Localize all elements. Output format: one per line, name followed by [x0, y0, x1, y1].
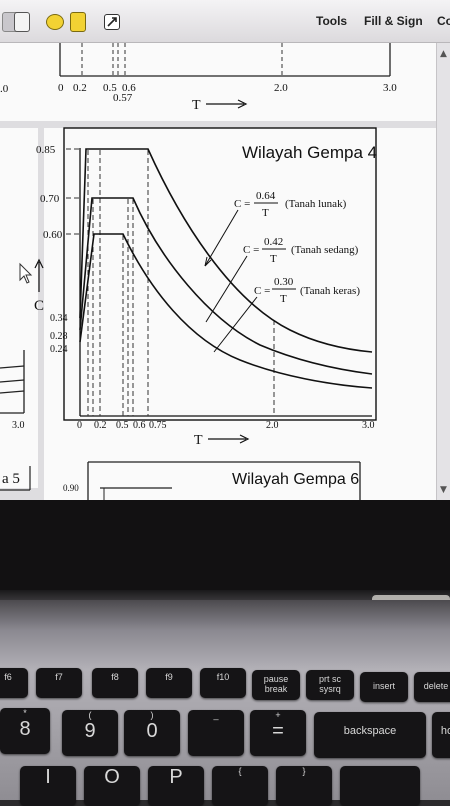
document-figures: .0 0 0.2 0.5 0.6 0.57 2.0 3.0 T 3.0 a 5	[0, 43, 397, 500]
key-backspace[interactable]: backspace	[314, 712, 426, 758]
left-partial-chart: 3.0 a 5	[0, 350, 31, 491]
svg-text:C =: C =	[243, 244, 259, 256]
key-0[interactable]: ) 0	[124, 710, 180, 756]
key-9[interactable]: (9	[62, 710, 118, 756]
left-caption: a 5	[2, 471, 20, 487]
y-tick-034: 0.34	[50, 313, 68, 324]
scroll-down-icon[interactable]: ▼	[440, 485, 447, 495]
svg-text:0.42: 0.42	[264, 236, 283, 248]
top-tick-4: 2.0	[274, 82, 288, 94]
key-equals[interactable]: + =	[250, 710, 306, 756]
svg-text:T: T	[270, 253, 277, 265]
key-8[interactable]: * 8	[0, 708, 50, 754]
top-tick-3: 0.6	[122, 82, 136, 94]
x-tick-05: 0.5	[116, 420, 129, 431]
tools-button[interactable]: Tools	[316, 14, 348, 28]
scroll-up-icon[interactable]: ▲	[440, 49, 447, 59]
page-top	[0, 43, 436, 121]
laptop-screen: Tools Fill & Sign Co ▲ ▼ .0 0 0.2 0.5	[0, 0, 450, 500]
left-clip-xtick: 3.0	[12, 420, 25, 431]
svg-text:(Tanah lunak): (Tanah lunak)	[285, 198, 347, 210]
mouse-cursor-icon	[19, 262, 33, 284]
y-tick-085: 0.85	[36, 144, 56, 156]
fill-sign-button[interactable]: Fill & Sign	[364, 14, 423, 28]
x-tick-06: 0.6	[133, 420, 146, 431]
comment-button[interactable]: Co	[437, 14, 450, 28]
key-f7[interactable]: f7	[36, 668, 82, 698]
y-tick-024: 0.24	[50, 344, 68, 355]
page-main	[44, 128, 436, 500]
svg-text:0.64: 0.64	[256, 190, 276, 202]
annotation-sedang: C = 0.42 T (Tanah sedang)	[205, 236, 359, 323]
top-chart: .0 0 0.2 0.5 0.6 0.57 2.0 3.0 T	[0, 43, 397, 113]
y-tick-060: 0.60	[43, 229, 63, 241]
bottom-title: Wilayah Gempa 6	[232, 471, 359, 488]
curve-lunak	[79, 148, 373, 353]
key-f8[interactable]: f8	[92, 668, 138, 698]
y-tick-070: 0.70	[40, 193, 60, 205]
annotation-lunak: C = 0.64 T (Tanah lunak)	[204, 190, 347, 267]
laptop-keyboard: f6 f7 f8 f9 f10 pause break prt sc sysrq i…	[0, 600, 450, 806]
x-tick-02: 0.2	[94, 420, 107, 431]
key-o[interactable]: O	[84, 766, 140, 806]
x-tick-20: 2.0	[266, 420, 279, 431]
key-minus[interactable]: _	[188, 710, 244, 756]
svg-text:C =: C =	[234, 198, 250, 210]
key-left-brace[interactable]: {	[212, 766, 268, 806]
top-tick-1: 0.2	[73, 82, 87, 94]
key-p[interactable]: P	[148, 766, 204, 806]
svg-text:T: T	[262, 207, 269, 219]
bottom-chart: Wilayah Gempa 6 0.90	[63, 461, 361, 500]
top-tick-5: 3.0	[383, 82, 397, 94]
top-left-clip: .0	[0, 83, 9, 95]
page-icon[interactable]	[14, 12, 30, 32]
x-tick-0: 0	[77, 420, 82, 431]
key-backslash[interactable]	[340, 766, 420, 806]
key-prtsc[interactable]: prt sc sysrq	[306, 670, 354, 700]
svg-text:(Tanah keras): (Tanah keras)	[300, 285, 360, 297]
expand-icon[interactable]	[104, 14, 120, 30]
comment-icon[interactable]	[46, 14, 64, 30]
document-area	[0, 43, 436, 500]
top-tick-2: 0.5	[103, 82, 117, 94]
key-i[interactable]: I	[20, 766, 76, 806]
main-title: Wilayah Gempa 4	[242, 143, 377, 162]
top-xlabel: T	[192, 98, 201, 113]
highlight-pen-icon[interactable]	[70, 12, 86, 32]
vertical-scrollbar[interactable]: ▲ ▼	[436, 43, 450, 500]
curve-sedang	[79, 197, 373, 375]
pdf-toolbar: Tools Fill & Sign Co	[0, 0, 450, 43]
svg-text:(Tanah sedang): (Tanah sedang)	[291, 244, 359, 256]
annotation-keras: C = 0.30 T (Tanah keras)	[213, 276, 360, 353]
key-f9[interactable]: f9	[146, 668, 192, 698]
key-right-brace[interactable]: }	[276, 766, 332, 806]
x-tick-30: 3.0	[362, 420, 375, 431]
y-tick-028: 0.28	[50, 331, 68, 342]
main-chart: Wilayah Gempa 4	[19, 127, 377, 448]
curve-keras	[79, 233, 373, 389]
key-delete[interactable]: delete	[414, 672, 450, 702]
key-f6[interactable]: f6	[0, 668, 28, 698]
top-tick-0: 0	[58, 82, 64, 94]
svg-text:T: T	[280, 293, 287, 305]
x-tick-075: 0.75	[149, 420, 167, 431]
top-tick-extra: 0.57	[113, 92, 133, 104]
bottom-y-tick: 0.90	[63, 483, 79, 493]
svg-text:C =: C =	[254, 285, 270, 297]
key-home[interactable]: ho	[432, 712, 450, 758]
page-left	[0, 128, 38, 488]
key-pause[interactable]: pause break	[252, 670, 300, 700]
svg-text:0.30: 0.30	[274, 276, 294, 288]
y-axis-label: C	[34, 298, 44, 314]
key-f10[interactable]: f10	[200, 668, 246, 698]
key-insert[interactable]: insert	[360, 672, 408, 702]
x-axis-label: T	[194, 433, 203, 448]
